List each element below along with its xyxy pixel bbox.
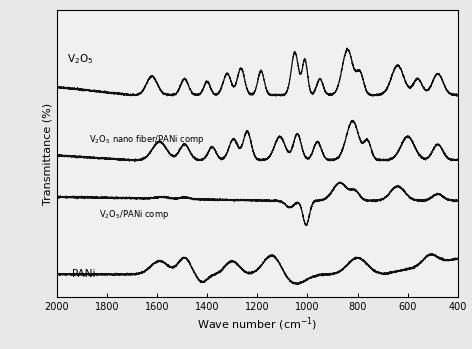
Y-axis label: Transmittance (%): Transmittance (%) <box>42 103 52 205</box>
Text: PANi: PANi <box>72 269 95 279</box>
Text: $\mathregular{V_2O_5}$/PANi comp: $\mathregular{V_2O_5}$/PANi comp <box>99 208 169 221</box>
X-axis label: Wave number (cm$^{-1}$): Wave number (cm$^{-1}$) <box>197 316 317 333</box>
Text: $\mathregular{V_2O_5}$: $\mathregular{V_2O_5}$ <box>67 52 93 66</box>
Text: $\mathregular{V_2O_5}$ nano fiber/PANi comp: $\mathregular{V_2O_5}$ nano fiber/PANi c… <box>89 133 205 146</box>
